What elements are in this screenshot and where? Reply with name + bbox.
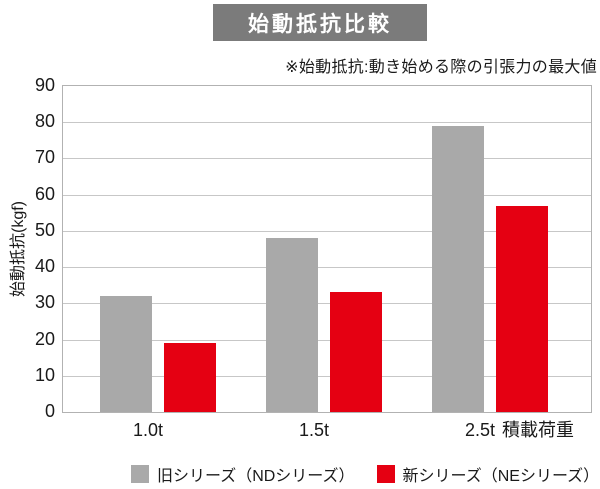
chart-title: 始動抵抗比較 xyxy=(248,12,392,36)
bar-1.0t-series2 xyxy=(164,343,216,412)
y-tick-label: 40 xyxy=(34,256,55,277)
bar-2.5t-series2 xyxy=(496,206,548,412)
gridline xyxy=(63,339,591,341)
x-category-label: 2.5t xyxy=(464,420,496,440)
x-axis-unit-label: 積載荷重 xyxy=(502,420,574,440)
x-category-label: 1.0t xyxy=(132,420,164,440)
y-axis-title: 始動抵抗(kgf) xyxy=(10,200,27,298)
gridline xyxy=(63,375,591,377)
bar-1.5t-series2 xyxy=(330,292,382,412)
bar-1.0t-series1 xyxy=(100,296,152,412)
gridline xyxy=(63,122,591,124)
y-tick-label: 30 xyxy=(34,292,55,313)
y-tick-label: 50 xyxy=(34,219,55,240)
bar-2.5t-series1 xyxy=(432,126,484,412)
y-tick-label: 0 xyxy=(44,401,55,421)
y-tick-label: 20 xyxy=(34,328,55,349)
legend-item: 新シリーズ（NEシリーズ） xyxy=(376,462,600,486)
x-category-label: 1.5t xyxy=(298,420,330,440)
y-tick-label: 60 xyxy=(34,183,55,204)
legend-swatch-icon xyxy=(131,465,149,483)
bar-1.5t-series1 xyxy=(266,238,318,412)
legend-swatch-icon xyxy=(376,465,395,483)
gridline xyxy=(63,158,591,160)
gridline xyxy=(63,303,591,305)
y-tick-label: 80 xyxy=(34,111,55,132)
legend-label: 新シリーズ（NEシリーズ） xyxy=(402,468,600,485)
legend-item: 旧シリーズ（NDシリーズ） xyxy=(131,462,355,486)
chart-note: ※始動抵抗:動き始める際の引張力の最大値 xyxy=(285,59,597,76)
plot-area xyxy=(62,85,592,413)
chart-title-box: 始動抵抗比較 xyxy=(213,4,427,41)
gridline xyxy=(63,194,591,196)
y-tick-label: 70 xyxy=(34,147,55,168)
gridline xyxy=(63,267,591,269)
gridline xyxy=(63,230,591,232)
legend-label: 旧シリーズ（NDシリーズ） xyxy=(157,468,355,485)
y-tick-label: 10 xyxy=(34,364,55,385)
y-tick-label: 90 xyxy=(34,75,55,95)
legend: 旧シリーズ（NDシリーズ） 新シリーズ（NEシリーズ） xyxy=(131,462,599,486)
